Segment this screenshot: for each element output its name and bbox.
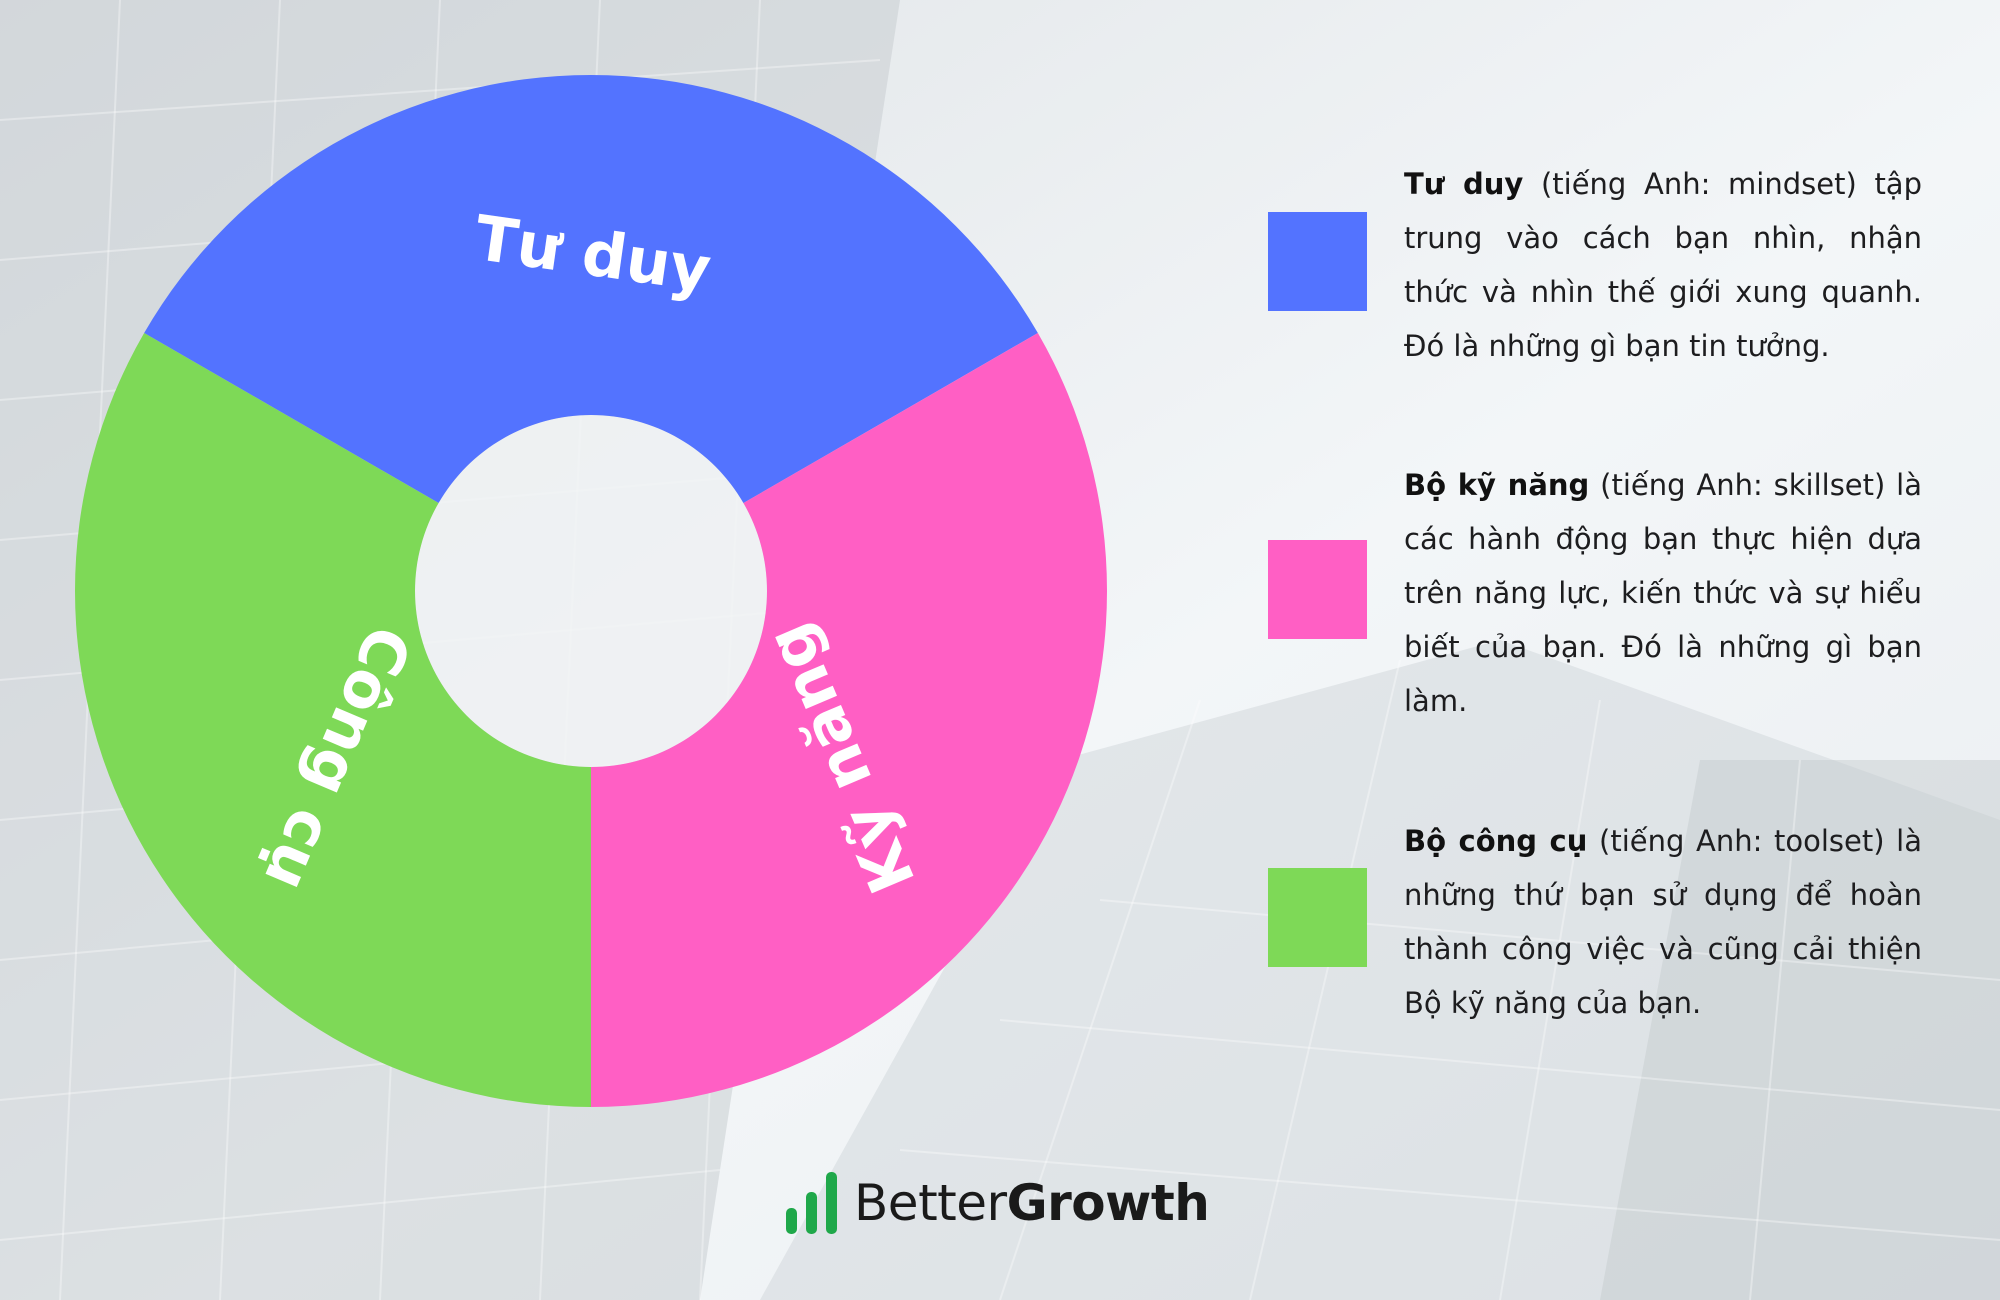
legend-text-skillset: Bộ kỹ năng (tiếng Anh: skillset) là các …	[1404, 458, 1922, 728]
brand-logo: BetterGrowth	[784, 1168, 1210, 1238]
legend-term-mindset: Tư duy	[1404, 167, 1524, 201]
brand-name-regular: Better	[854, 1174, 1007, 1232]
legend-swatch-skillset	[1268, 540, 1367, 639]
legend-description-skillset: (tiếng Anh: skillset) là các hành động b…	[1404, 468, 1923, 718]
segment-mindset	[144, 75, 1038, 503]
segment-skillset	[591, 333, 1107, 1107]
segment-toolset	[74, 333, 591, 1107]
legend-swatch-mindset	[1268, 212, 1367, 311]
legend-description-toolset: (tiếng Anh: toolset) là những thứ bạn sử…	[1404, 824, 1922, 1020]
brand-name-bold: Growth	[1006, 1174, 1210, 1232]
legend-term-skillset: Bộ kỹ năng	[1404, 468, 1590, 502]
brand-name: BetterGrowth	[854, 1174, 1210, 1232]
legend-swatch-toolset	[1268, 868, 1367, 967]
legend-text-mindset: Tư duy (tiếng Anh: mindset) tập trung và…	[1404, 157, 1922, 373]
legend-text-toolset: Bộ công cụ (tiếng Anh: toolset) là những…	[1404, 814, 1922, 1030]
legend-term-toolset: Bộ công cụ	[1404, 824, 1588, 858]
bar-chart-icon	[786, 1172, 837, 1234]
legend-description-mindset: (tiếng Anh: mindset) tập trung vào cách …	[1404, 167, 1922, 363]
